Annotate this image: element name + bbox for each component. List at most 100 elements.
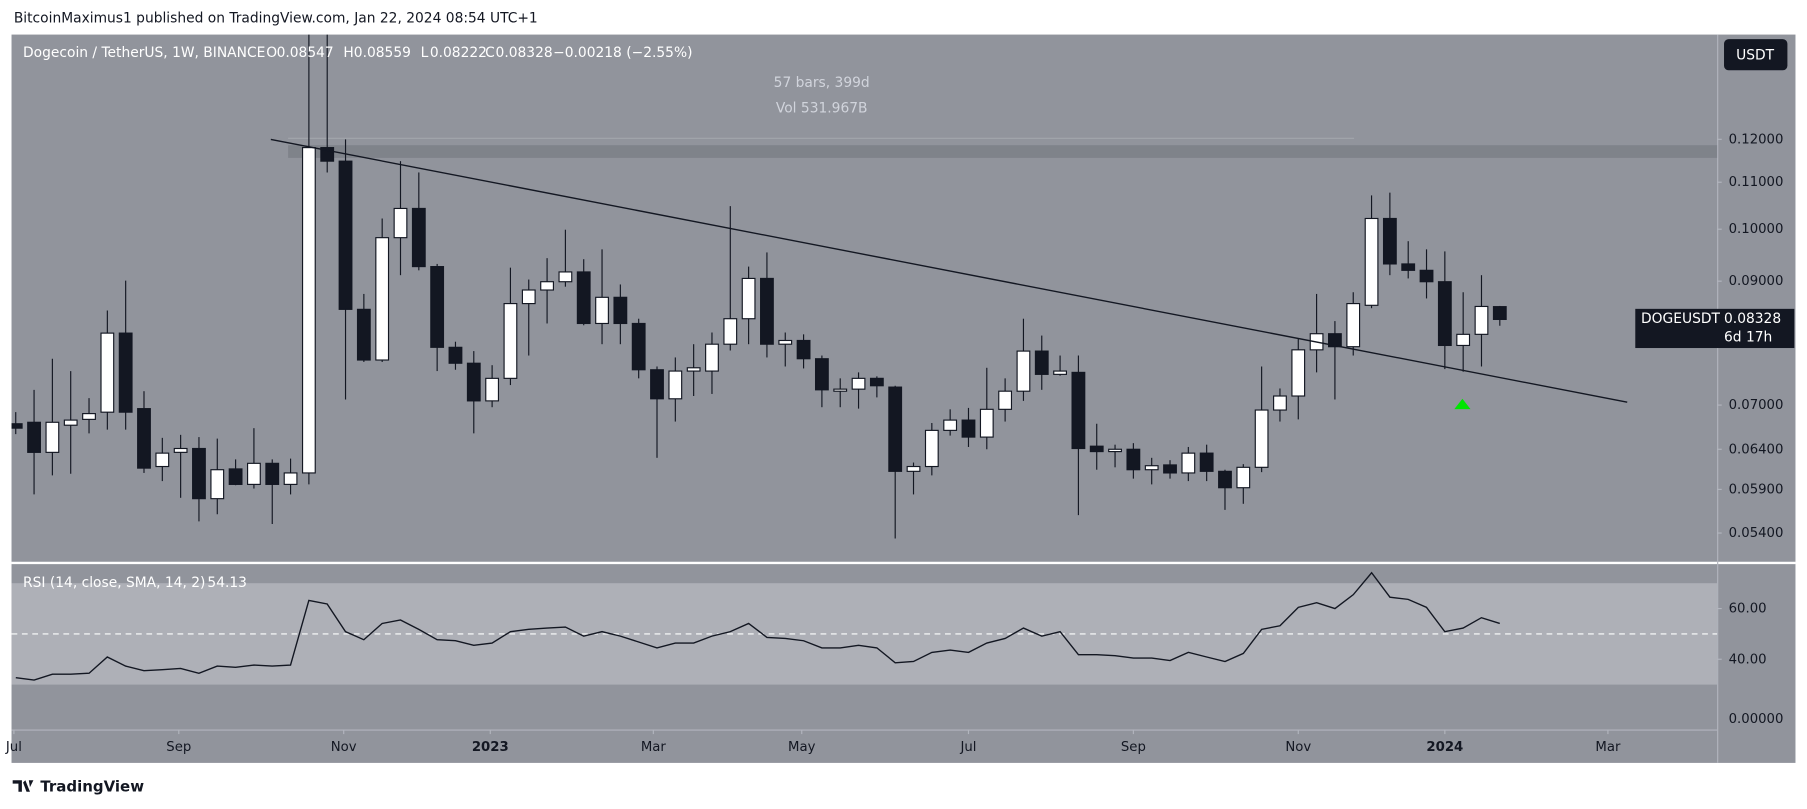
candle-body <box>595 296 609 325</box>
candle-body <box>1254 409 1269 468</box>
candle-body <box>1474 305 1489 335</box>
candle-body <box>247 462 261 485</box>
legend-high: 0.08559 <box>354 45 411 61</box>
candle-body <box>11 423 23 429</box>
candle-body <box>833 388 848 392</box>
currency-button[interactable] <box>1724 39 1788 71</box>
candle-body <box>576 271 591 325</box>
candle-body <box>961 419 976 438</box>
candle-body <box>1144 465 1159 471</box>
candle-body <box>27 421 41 453</box>
candle-body <box>1181 452 1196 474</box>
y-tick-label: 0.11000 <box>1729 175 1784 190</box>
last-price: 0.08328 <box>1724 311 1781 327</box>
candle-body <box>869 377 884 387</box>
y-tick-label: 0.05400 <box>1729 526 1784 541</box>
candle-body <box>1382 217 1397 265</box>
candle-body <box>521 289 536 305</box>
candle-body <box>998 390 1013 410</box>
x-tick-label: 2023 <box>472 740 509 755</box>
arrow-up <box>1454 398 1471 410</box>
candle-body <box>796 339 811 360</box>
candle-body <box>356 308 371 361</box>
rsi-line <box>15 571 1500 681</box>
candle-body <box>283 472 298 485</box>
y-tick-label: 0.05900 <box>1729 482 1784 497</box>
countdown: 6d 17h <box>1724 330 1772 346</box>
candle-body <box>1346 303 1361 348</box>
candle-body <box>1401 263 1416 271</box>
candle-body <box>814 358 829 391</box>
candle-body <box>1016 350 1031 392</box>
legend-key: O <box>266 45 277 61</box>
symbol-tag: DOGEUSDT <box>1641 311 1720 327</box>
candle-body <box>778 339 793 345</box>
candle-body <box>1273 395 1287 411</box>
candle-body <box>485 377 500 402</box>
candle-body <box>192 447 206 500</box>
candle-body <box>924 429 939 468</box>
legend-change: −0.00218 (−2.55%) <box>553 45 692 61</box>
x-tick-label: Nov <box>331 740 357 755</box>
candle-body <box>1419 269 1434 283</box>
legend-open: 0.08547 <box>277 45 334 61</box>
candle-body <box>411 207 426 268</box>
candle-body <box>63 419 78 426</box>
y-tick-label: 0.09000 <box>1729 274 1784 289</box>
candle-body <box>979 408 994 438</box>
candle-body <box>173 447 188 453</box>
candle-body <box>540 281 554 291</box>
y-tick-label: 60.00 <box>1729 602 1767 617</box>
y-tick-label: 40.00 <box>1729 652 1767 667</box>
x-tick-label: Sep <box>1121 740 1146 755</box>
candle-body <box>851 377 866 390</box>
measure-volume: Vol 531.967B <box>776 100 868 116</box>
candle-body <box>375 237 390 361</box>
candle-body <box>1364 217 1379 306</box>
candle-body <box>1291 349 1306 397</box>
legend-key: H <box>343 45 353 61</box>
footer-brand: TradingView <box>40 778 144 796</box>
x-tick-label: Mar <box>1595 740 1621 755</box>
candle-body <box>1218 470 1232 489</box>
candle-body <box>228 468 243 485</box>
x-tick-label: Nov <box>1285 740 1311 755</box>
candle-body <box>82 413 96 420</box>
candle-body <box>686 367 701 372</box>
legend-key: L <box>421 45 429 61</box>
candle-body <box>888 386 903 472</box>
candle-body <box>45 421 60 453</box>
candle-body <box>1456 333 1471 347</box>
candle-body <box>338 160 353 310</box>
x-tick-label: Mar <box>641 740 667 755</box>
measure-bars: 57 bars, 399d <box>774 75 870 91</box>
trend-line <box>270 138 1628 403</box>
candles <box>11 34 1507 539</box>
x-tick-label: Jul <box>959 740 976 755</box>
rsi-pane <box>11 571 1718 685</box>
candle-body <box>760 277 774 345</box>
candle-body <box>1034 350 1049 375</box>
candle-body <box>466 362 481 402</box>
candle-body <box>393 207 408 239</box>
candle-body <box>1108 448 1122 453</box>
candle-body <box>723 318 738 345</box>
candle-body <box>155 452 170 468</box>
rsi-value: 54.13 <box>207 575 247 591</box>
candle-body <box>118 332 133 413</box>
candle-body <box>1053 370 1068 375</box>
x-tick-label: Sep <box>166 740 191 755</box>
legend-close: 0.08328 <box>496 45 553 61</box>
candle-body <box>668 370 683 400</box>
legend-key: C <box>485 45 495 61</box>
candle-body <box>210 469 225 500</box>
candle-body <box>906 465 921 472</box>
x-tick-label: 2024 <box>1426 740 1463 755</box>
currency-label[interactable]: USDT <box>1736 47 1775 63</box>
x-tick-label: Jul <box>5 740 22 755</box>
x-tick-label: May <box>788 740 816 755</box>
candle-body <box>650 369 664 400</box>
candle-body <box>558 271 573 283</box>
